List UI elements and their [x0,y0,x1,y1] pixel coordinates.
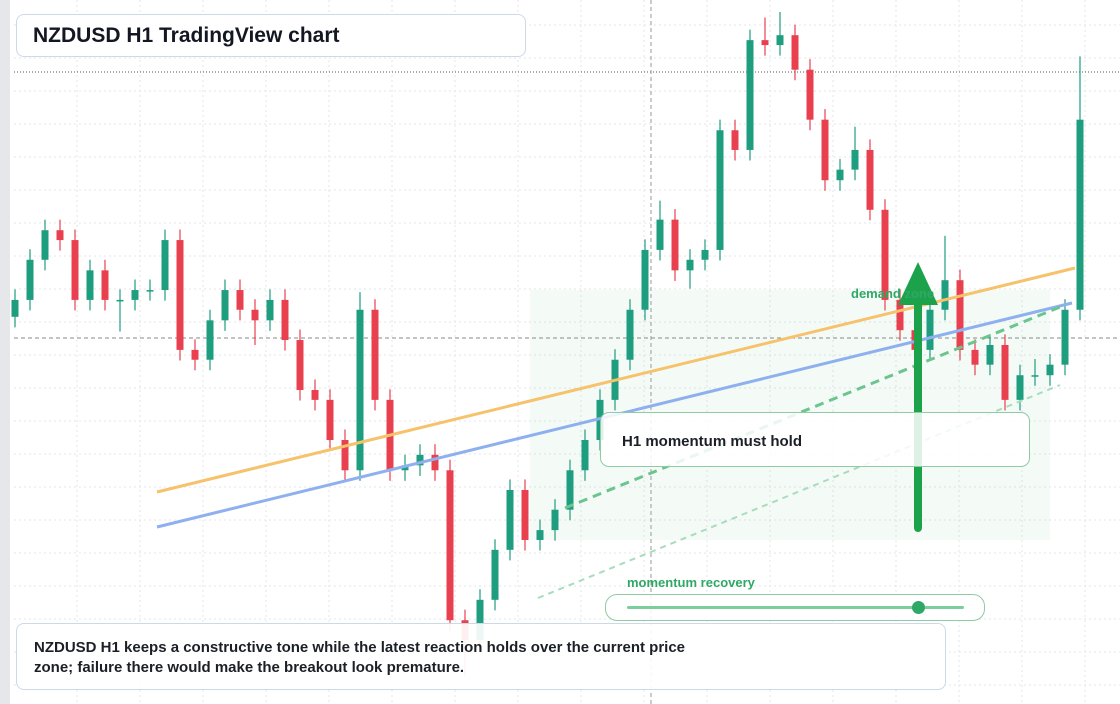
candle-body [551,509,559,531]
candle-body [956,280,964,350]
candle-body [536,530,544,540]
candle-body [926,309,934,350]
candle-body [11,299,19,317]
candle-body [416,454,424,466]
candle-body [761,40,769,46]
candle-body [146,290,154,292]
candle-body [836,169,844,181]
candle-body [206,320,214,360]
title-box: NZDUSD H1 TradingView chart [16,14,526,57]
candle-body [491,549,499,600]
candle-body [221,290,229,321]
candle-body [656,219,664,250]
candles [11,11,1084,676]
chart-title: NZDUSD H1 TradingView chart [33,24,340,47]
candle-body [986,344,994,365]
candle-body [1061,309,1069,365]
candle-body [1001,344,1009,400]
candle-body [671,219,679,271]
candle-body [71,240,79,300]
candle-body [776,35,784,46]
light-dashed-trendline [537,384,1061,599]
candle-body [896,299,904,331]
candle-body [161,240,169,291]
candle-body [131,290,139,300]
candle-body [731,130,739,150]
candle-body [566,470,574,510]
candle-body [1046,364,1054,376]
arrow-head [898,262,938,305]
candle-body [881,209,889,300]
candle-body [821,119,829,181]
candle-body [1016,375,1024,400]
candle-body [101,270,109,300]
candle-body [86,270,94,300]
candle-body [701,249,709,260]
candle-body [116,299,124,302]
candle-body [476,599,484,640]
candle-body [296,340,304,391]
candle-body [971,349,979,365]
candle-body [641,249,649,310]
candle-body [581,440,589,471]
candle-body [1031,375,1039,377]
zone-label: demand zone [851,286,935,301]
candle-body [56,230,64,241]
candle-body [371,309,379,400]
candle-body [311,390,319,400]
slider-knob [912,601,925,614]
description-text: NZDUSD H1 keeps a constructive tone whil… [34,639,686,676]
candle-body [506,489,514,550]
candle-body [806,69,814,120]
candle-body [236,290,244,310]
candle-body [866,149,874,210]
candle-body [851,149,859,170]
candle-body [431,454,439,471]
candle-body [716,130,724,250]
candle-body [626,309,634,360]
candle-body [26,259,34,300]
candle-body [41,230,49,260]
candle-body [341,440,349,471]
candle-body [356,309,364,471]
slider [605,594,985,621]
callout-box: H1 momentum must hold [600,412,1030,467]
candle-body [266,299,274,321]
candle-body [941,280,949,310]
description-box: NZDUSD H1 keeps a constructive tone whil… [16,623,946,690]
slider-label: momentum recovery [627,575,755,590]
candle-body [521,489,529,540]
candle-body [1076,119,1084,310]
candle-body [746,40,754,150]
candle-body [251,309,259,321]
candle-body [191,349,199,360]
candle-body [176,240,184,350]
candle-body [686,259,694,271]
candle-body [326,399,334,440]
callout-text: H1 momentum must hold [622,433,803,450]
slider-track [627,606,964,609]
candle-body [791,35,799,70]
candle-body [446,470,454,621]
candle-body [281,299,289,341]
